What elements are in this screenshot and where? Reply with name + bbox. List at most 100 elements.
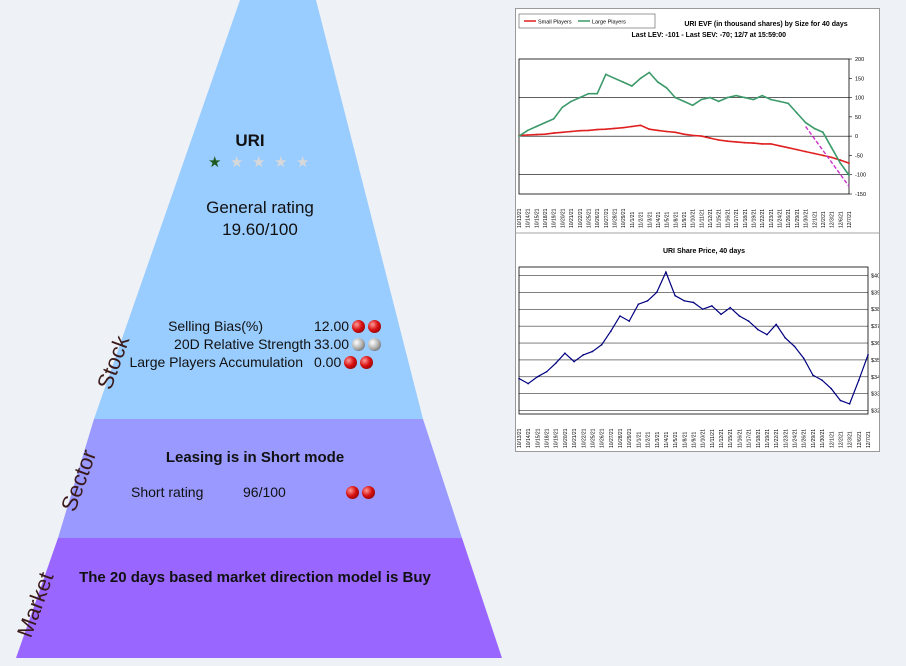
evf-point-large — [622, 81, 625, 84]
price-point — [802, 357, 805, 360]
price-point — [573, 360, 575, 363]
legend-label-large-players: Large Players — [592, 20, 626, 26]
evf-point-large — [535, 125, 538, 128]
price-x-tick-label: 11/24/21 — [793, 429, 799, 448]
evf-x-tick-label: 10/29/21 — [621, 208, 627, 228]
evf-point-large — [778, 100, 781, 103]
evf-point-small — [700, 135, 703, 138]
price-point — [628, 320, 631, 322]
price-x-tick-label: 10/22/21 — [581, 428, 587, 448]
evf-point-small — [535, 133, 538, 136]
metric-label-selling-bias: Selling Bias(%) — [168, 318, 263, 334]
price-x-tick-label: 12/7/21 — [866, 431, 872, 448]
short-rating-value: 96/100 — [243, 484, 286, 500]
stock-ticker: URI — [235, 131, 265, 150]
evf-point-small — [552, 132, 555, 134]
evf-x-tick-label: 11/1/21 — [630, 211, 636, 228]
evf-point-large — [526, 129, 529, 132]
evf-point-small — [683, 133, 685, 136]
evf-point-small — [648, 128, 651, 131]
price-x-tick-label: 11/2/21 — [646, 431, 652, 448]
price-x-tick-label: 12/3/21 — [848, 431, 854, 448]
price-point — [784, 337, 787, 339]
evf-x-tick-label: 10/28/21 — [613, 208, 619, 228]
price-point — [858, 379, 860, 382]
evf-y-tick-label: 0 — [855, 134, 858, 140]
price-point — [839, 399, 842, 402]
price-x-tick-label: 12/1/21 — [829, 431, 835, 448]
metric-label-large-players: Large Players Accumulation — [129, 354, 303, 370]
star-empty-icon: ★ — [230, 154, 244, 171]
evf-point-small — [822, 154, 824, 157]
price-point — [600, 343, 603, 346]
market-headline: The 20 days based market direction model… — [79, 569, 431, 586]
price-x-tick-label: 10/19/21 — [554, 428, 560, 448]
evf-x-tick-label: 11/3/21 — [647, 211, 653, 228]
general-rating-value: 19.60/100 — [222, 220, 298, 239]
price-x-tick-label: 10/29/21 — [627, 428, 633, 448]
evf-point-small — [674, 131, 677, 134]
evf-x-tick-label: 12/2/21 — [821, 211, 827, 228]
evf-point-large — [787, 102, 790, 105]
star-filled-icon: ★ — [208, 154, 222, 171]
evf-x-tick-label: 10/21/21 — [569, 208, 575, 228]
price-x-tick-label: 11/26/21 — [802, 429, 808, 448]
evf-x-tick-label: 12/7/21 — [847, 211, 853, 228]
price-point — [756, 328, 759, 331]
evf-point-small — [604, 128, 607, 131]
evf-x-tick-label: 10/19/21 — [552, 208, 558, 228]
price-x-tick-label: 10/18/21 — [545, 428, 551, 448]
evf-x-tick-label: 11/5/21 — [665, 211, 671, 228]
evf-point-large — [683, 100, 685, 103]
evf-point-small — [665, 130, 668, 133]
evf-point-large — [769, 98, 772, 101]
evf-point-small — [813, 152, 816, 155]
evf-point-large — [848, 174, 850, 177]
evf-point-large — [822, 131, 824, 134]
price-point — [793, 345, 796, 348]
price-x-tick-label: 11/22/21 — [774, 429, 780, 448]
evf-x-tick-label: 11/4/21 — [656, 211, 662, 228]
price-x-tick-label: 11/1/21 — [636, 431, 642, 448]
price-x-tick-label: 10/20/21 — [563, 428, 569, 448]
evf-point-large — [578, 96, 581, 99]
price-point — [591, 350, 594, 353]
price-point — [655, 291, 658, 294]
price-point — [848, 403, 851, 405]
evf-point-small — [526, 134, 529, 136]
evf-point-large — [648, 71, 651, 74]
price-point — [564, 352, 566, 354]
evf-point-large — [804, 121, 807, 124]
price-point — [527, 382, 529, 385]
evf-point-large — [691, 104, 694, 107]
evf-point-small — [839, 159, 842, 161]
price-point — [582, 354, 585, 356]
evf-point-small — [761, 142, 764, 145]
price-point — [867, 354, 869, 356]
evf-point-small — [735, 141, 738, 143]
evf-point-small — [778, 144, 781, 147]
evf-point-small — [657, 129, 659, 132]
price-x-tick-label: 11/29/21 — [811, 429, 817, 448]
price-x-tick-label: 11/9/21 — [692, 431, 698, 448]
evf-y-tick-label: 150 — [855, 76, 864, 82]
pyramid-market-tier — [16, 538, 502, 658]
evf-y-tick-label: -50 — [855, 153, 863, 159]
evf-point-small — [561, 131, 564, 134]
evf-x-tick-label: 12/6/21 — [838, 211, 844, 228]
evf-point-small — [578, 129, 581, 132]
evf-chart-title: URI EVF (in thousand shares) by Size for… — [684, 21, 847, 28]
sector-balls — [343, 484, 375, 500]
evf-point-small — [639, 124, 642, 127]
evf-point-large — [587, 92, 590, 95]
red-ball-icon — [368, 320, 382, 333]
price-x-tick-label: 11/15/21 — [728, 429, 734, 448]
evf-x-tick-label: 12/3/21 — [830, 211, 836, 228]
price-y-tick-label: $407.0 — [871, 273, 879, 279]
evf-point-small — [769, 142, 772, 145]
evf-point-large — [700, 98, 703, 101]
evf-point-large — [795, 112, 798, 114]
red-ball-icon — [352, 320, 366, 333]
price-point — [766, 333, 768, 336]
evf-point-small — [787, 146, 790, 149]
